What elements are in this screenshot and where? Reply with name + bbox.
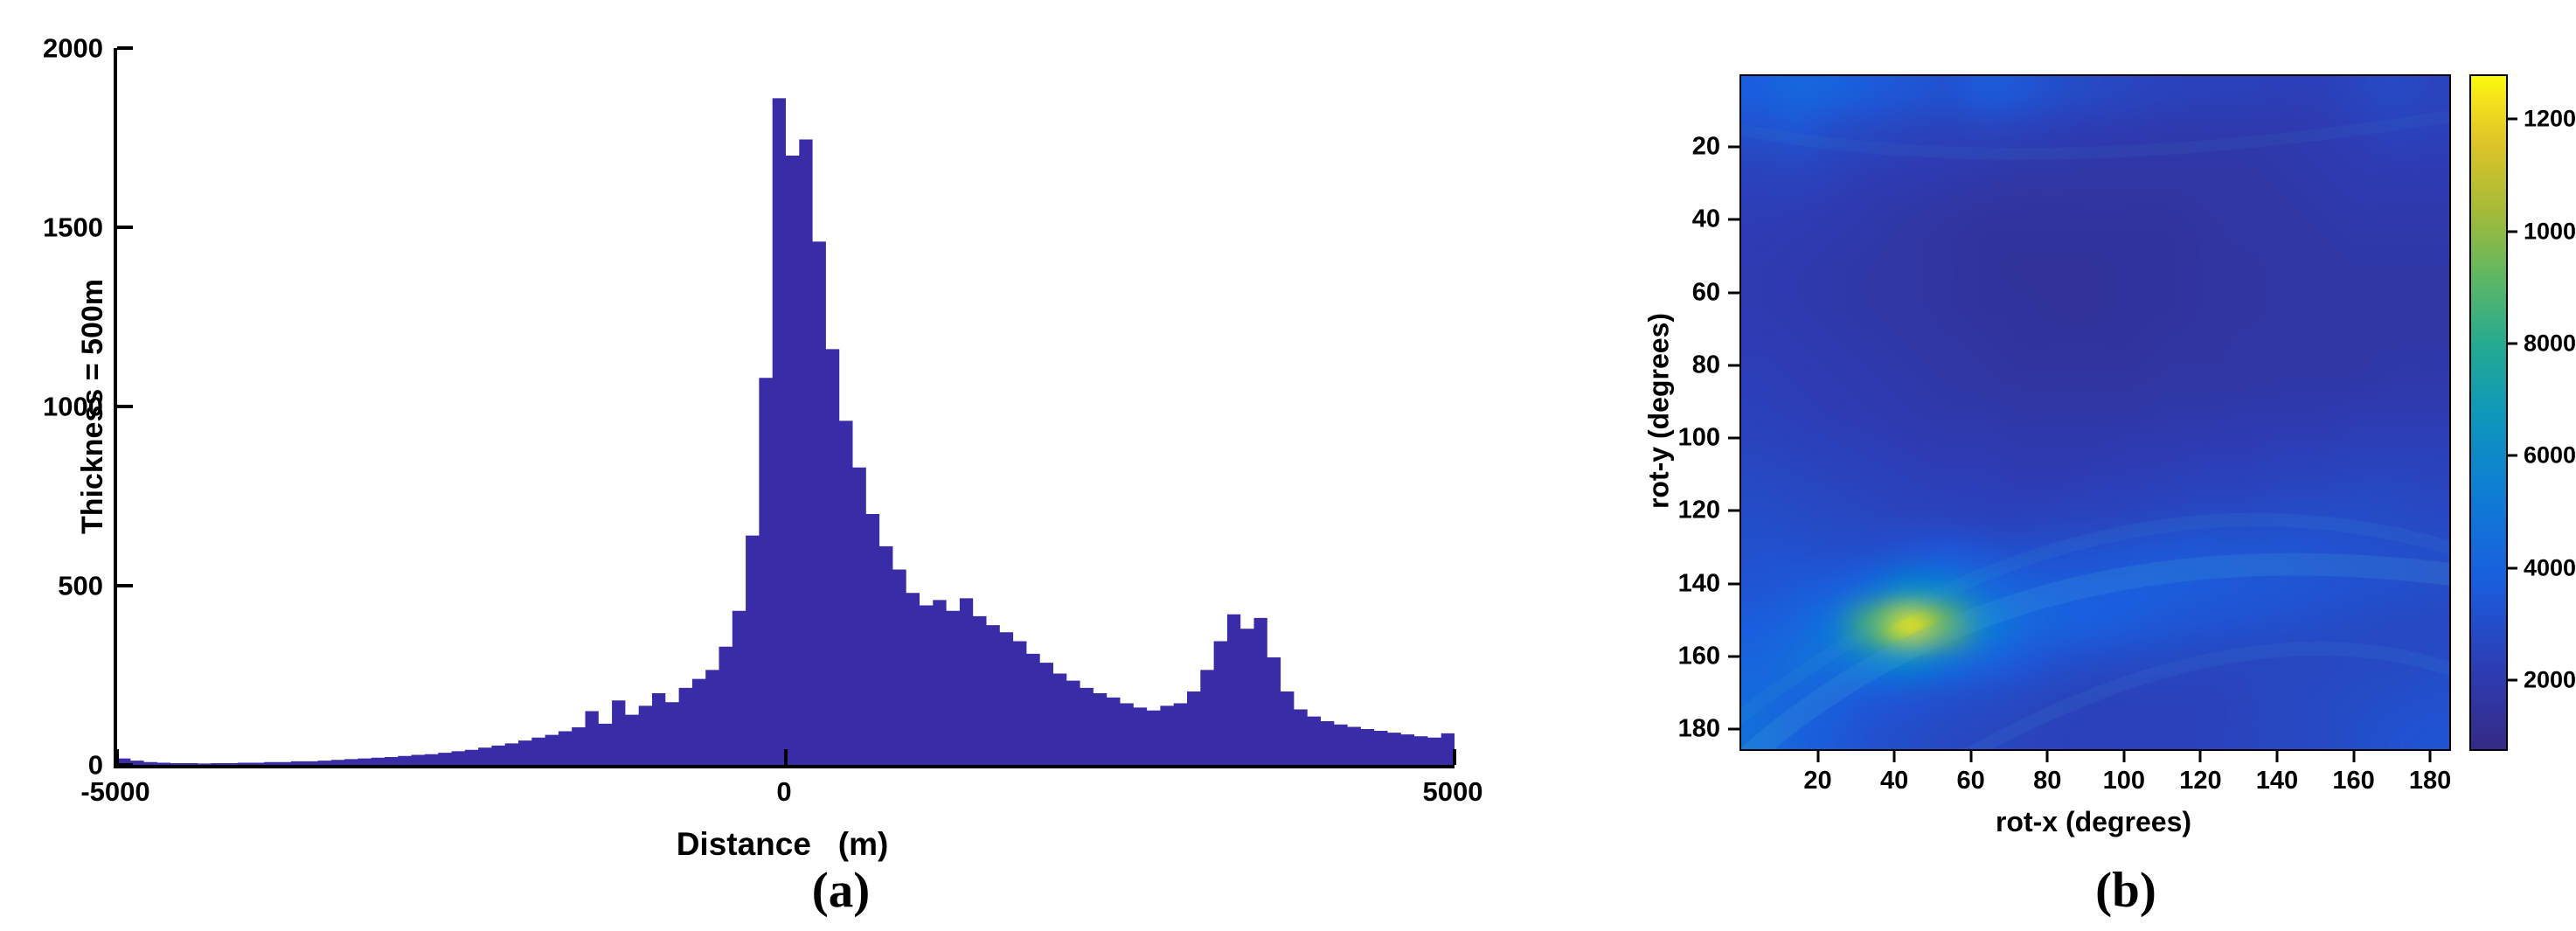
histogram-plot-area [114,46,1456,768]
heatmap-x-tick-mark [1892,751,1896,762]
colorbar-tick-label: 10000 [2524,218,2576,245]
heatmap-x-tick-mark [2275,751,2279,762]
histogram-x-axis-label: Distance (m) [676,826,889,862]
colorbar [2469,74,2508,751]
heatmap-y-tick-label: 160 [1677,642,1720,670]
heatmap-y-tick-mark [1728,218,1739,221]
colorbar-tick-label: 8000 [2524,330,2576,357]
colorbar-tick-mark [2508,342,2517,345]
heatmap-x-tick-label: 140 [2255,767,2299,795]
colorbar-tick-mark [2508,454,2517,457]
heatmap-y-tick-mark [1728,364,1739,367]
heatmap-y-tick-mark [1728,582,1739,586]
histogram-x-tick-label: -5000 [80,776,150,807]
histogram-y-tick-labels: 0 500 1000 1500 2000 [0,35,103,779]
histogram-y-tick-label: 2000 [43,32,103,64]
histogram-x-tick-label: 5000 [1422,776,1483,807]
histogram-y-tick-mark [117,584,133,587]
histogram-x-tick-mark [1453,749,1456,765]
histogram-panel: Events number ( FSide = 28000 m; Thickne… [0,35,1482,918]
heatmap-image [1741,76,2449,749]
heatmap-y-tick-label: 100 [1677,423,1720,452]
heatmap-y-tick-label: 20 [1691,132,1720,161]
heatmap-y-tick-label: 120 [1677,496,1720,525]
heatmap-plot-area [1739,74,2451,751]
heatmap-y-tick-label: 40 [1691,205,1720,233]
heatmap-x-tick-mark [2352,751,2356,762]
colorbar-gradient [2471,76,2506,749]
heatmap-y-tick-mark [1728,727,1739,731]
heatmap-x-tick-mark [1816,751,1820,762]
heatmap-y-tick-mark [1728,145,1739,149]
histogram-bars [117,98,1455,765]
heatmap-x-tick-label: 180 [2408,767,2452,795]
histogram-y-tick-label: 1000 [43,391,103,422]
colorbar-tick-label: 4000 [2524,554,2576,581]
heatmap-x-tick-mark [2045,751,2049,762]
histogram-y-tick-mark [117,46,133,50]
panel-a-caption: (a) [811,863,871,918]
heatmap-y-tick-label: 80 [1691,351,1720,379]
heatmap-x-tick-label: 120 [2179,767,2222,795]
colorbar-tick-labels: 2000 4000 6000 8000 10000 12000 [2508,74,2576,747]
histogram-y-tick-mark [117,405,133,408]
heatmap-x-tick-label: 100 [2102,767,2146,795]
heatmap-y-tick-label: 60 [1691,278,1720,307]
colorbar-tick-mark [2508,678,2517,682]
histogram-x-tick-labels: -5000 0 5000 [80,776,1482,813]
heatmap-y-tick-mark [1728,509,1739,512]
heatmap-x-tick-mark [2428,751,2432,762]
histogram-y-tick-label: 1500 [43,212,103,243]
heatmap-x-ticks: 20 40 60 80 100 120 140 160 180 [1741,751,2452,803]
heatmap-x-tick-label: 160 [2332,767,2375,795]
heatmap-y-tick-label: 180 [1677,714,1720,743]
colorbar-tick-mark [2508,566,2517,570]
heatmap-x-tick-label: 60 [1956,767,1985,795]
histogram-bars-path [117,98,1455,765]
heatmap-y-ticks: 20 40 60 80 100 120 140 160 180 [1642,74,1739,747]
histogram-y-tick-mark [117,763,133,767]
heatmap-x-tick-label: 80 [2033,767,2062,795]
heatmap-y-tick-mark [1728,436,1739,440]
colorbar-tick-mark [2508,230,2517,233]
histogram-x-tick-mark [115,749,119,765]
heatmap-x-tick-mark [2198,751,2202,762]
heatmap-x-tick-mark [1969,751,1973,762]
colorbar-tick-label: 2000 [2524,666,2576,693]
colorbar-tick-mark [2508,117,2517,121]
heatmap-x-axis-label: rot-x (degrees) [1995,806,2192,837]
histogram-y-tick-mark [117,226,133,229]
histogram-y-tick-label: 500 [58,570,103,601]
heatmap-x-tick-label: 20 [1803,767,1832,795]
heatmap-y-tick-mark [1728,291,1739,295]
heatmap-y-tick-mark [1728,655,1739,658]
heatmap-x-tick-label: 40 [1879,767,1909,795]
histogram-x-tick-mark [784,749,788,765]
colorbar-tick-label: 12000 [2524,105,2576,132]
heatmap-x-tick-mark [2122,751,2126,762]
panel-b-caption: (b) [2095,863,2156,918]
heatmap-y-tick-label: 140 [1677,569,1720,598]
colorbar-tick-label: 6000 [2524,441,2576,469]
histogram-x-tick-label: 0 [776,776,792,807]
histogram-y-tick-label: 0 [87,749,103,781]
